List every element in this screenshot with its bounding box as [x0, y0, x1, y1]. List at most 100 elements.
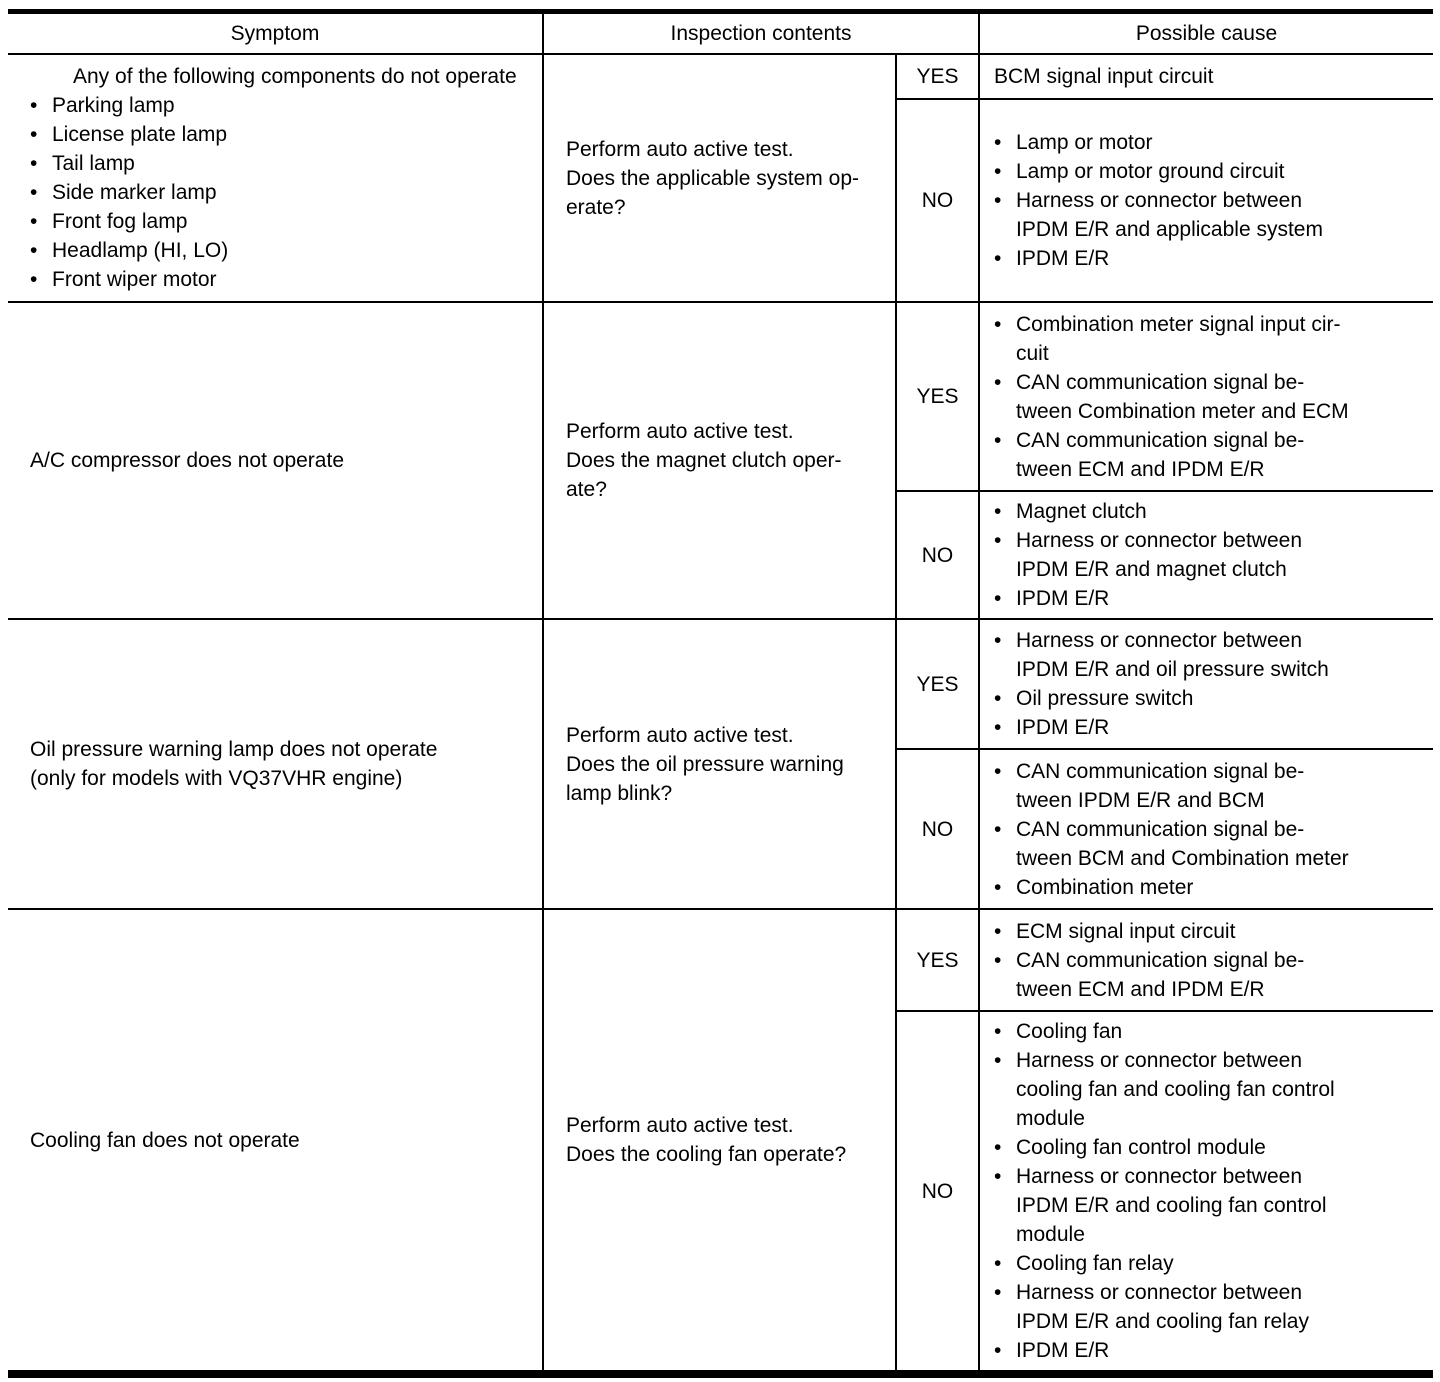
list-item: • Lamp or motor ground circuit	[994, 157, 1425, 186]
branch-label-yes: YES	[916, 385, 959, 408]
possible-cause-cell: • ECM signal input circuit • CAN communicat…	[978, 910, 1433, 1010]
table-row: Oil pressure warning lamp does not opera…	[8, 620, 1433, 910]
inspection-cell: Perform auto active test. Does the oil p…	[542, 620, 895, 908]
list-item: • Cooling fan control module	[994, 1133, 1425, 1162]
inspection-cell: Perform auto active test. Does the magne…	[542, 303, 895, 618]
list-item: • Front fog lamp	[30, 207, 538, 236]
branch-label-no: NO	[921, 1179, 954, 1203]
yes-branch: YES BCM signal input circuit	[897, 55, 1433, 98]
list-item: • Cooling fan	[994, 1017, 1425, 1046]
list-item: • IPDM E/R	[994, 584, 1425, 613]
list-item-text: Front wiper motor	[52, 268, 217, 291]
list-item-text: IPDM E/R	[1016, 247, 1110, 270]
list-item-text: Harness or connector between IPDM E/R an…	[1016, 1281, 1309, 1333]
cause-list: • Harness or connector between IPDM E/R a…	[994, 626, 1425, 742]
list-item: • Harness or connector between IPDM E/R a…	[994, 526, 1425, 584]
cause-list: • ECM signal input circuit • CAN communicat…	[994, 917, 1425, 1004]
inspection-text: Perform auto active test. Does the cooli…	[566, 1114, 847, 1166]
bullet-icon: •	[30, 181, 38, 204]
list-item: • IPDM E/R	[994, 244, 1425, 273]
branch-group: YES • ECM signal input circuit • CAN commun…	[895, 910, 1433, 1370]
branch-group: YES • Combination meter signal input cir-…	[895, 303, 1433, 618]
possible-cause-cell: BCM signal input circuit	[978, 55, 1433, 98]
cause-list: • Lamp or motor • Lamp or motor ground circ…	[994, 128, 1425, 273]
list-item-text: CAN communication signal be- tween Combi…	[1016, 370, 1349, 423]
bullet-icon: •	[994, 1339, 1002, 1362]
list-item: • CAN communication signal be- tween BCM …	[994, 815, 1425, 873]
list-item-text: ECM signal input circuit	[1016, 919, 1236, 943]
list-item: • CAN communication signal be- tween ECM …	[994, 946, 1425, 1004]
bullet-icon: •	[994, 919, 1002, 943]
bullet-icon: •	[994, 247, 1002, 270]
symptom-cell: Cooling fan does not operate	[8, 910, 542, 1370]
diagnostic-table: Symptom Inspection contents Possible cau…	[8, 9, 1433, 1378]
list-item: BCM signal input circuit	[994, 62, 1425, 91]
branch-label-yes: YES	[916, 672, 959, 696]
branch-label-no: NO	[921, 817, 954, 841]
symptom-cell: Oil pressure warning lamp does not opera…	[8, 620, 542, 908]
bullet-icon: •	[994, 131, 1002, 154]
bullet-icon: •	[994, 817, 1002, 841]
list-item-text: IPDM E/R	[1016, 716, 1110, 739]
bullet-icon: •	[994, 687, 1002, 710]
table-row: Cooling fan does not operate Perform aut…	[8, 910, 1433, 1370]
possible-cause-cell: • Lamp or motor • Lamp or motor ground circ…	[978, 100, 1433, 301]
list-item-text: Headlamp (HI, LO)	[52, 239, 229, 262]
list-item: • Tail lamp	[30, 149, 538, 178]
symptom-bullet-list: • Parking lamp • License plate lamp • Tail la…	[30, 91, 538, 294]
cause-list: • CAN communication signal be- tween IPDM…	[994, 757, 1425, 902]
yes-branch: YES • Combination meter signal input cir-…	[897, 303, 1433, 490]
inspection-text: Perform auto active test. Does the appli…	[566, 137, 859, 219]
list-item: • Combination meter signal input cir- cui…	[994, 310, 1425, 368]
bullet-icon: •	[994, 716, 1002, 739]
list-item: • Magnet clutch	[994, 497, 1425, 526]
list-item-text: Harness or connector between IPDM E/R an…	[1016, 529, 1302, 581]
bullet-icon: •	[994, 1252, 1002, 1275]
bullet-icon: •	[30, 123, 38, 146]
cause-list: • Magnet clutch • Harness or connector betw…	[994, 497, 1425, 613]
bullet-icon: •	[30, 94, 38, 117]
list-item: • Harness or connector between cooling fa…	[994, 1046, 1425, 1133]
list-item-text: Parking lamp	[52, 94, 175, 117]
cause-list: • Combination meter signal input cir- cui…	[994, 310, 1425, 484]
bullet-icon: •	[994, 1049, 1002, 1072]
list-item-text: IPDM E/R	[1016, 1339, 1110, 1362]
list-item-text: CAN communication signal be- tween BCM a…	[1016, 817, 1349, 870]
bullet-icon: •	[994, 587, 1002, 610]
symptom-text: Any of the following components do not o…	[73, 65, 517, 88]
list-item-text: Harness or connector between IPDM E/R an…	[1016, 1165, 1327, 1246]
list-item-text: Harness or connector between cooling fan…	[1016, 1049, 1335, 1130]
inspection-text: Perform auto active test. Does the oil p…	[566, 723, 844, 805]
list-item: • Harness or connector between IPDM E/R a…	[994, 1278, 1425, 1336]
bullet-icon: •	[30, 268, 38, 291]
list-item: • Side marker lamp	[30, 178, 538, 207]
possible-cause-cell: • Harness or connector between IPDM E/R a…	[978, 620, 1433, 748]
no-branch: NO • CAN communication signal be- tween I…	[897, 748, 1433, 908]
symptom-cell: Any of the following components do not o…	[8, 55, 542, 301]
list-item: • Cooling fan relay	[994, 1249, 1425, 1278]
list-item-text: Cooling fan relay	[1016, 1252, 1174, 1275]
bullet-icon: •	[994, 189, 1002, 212]
bullet-icon: •	[994, 1281, 1002, 1304]
branch-label-no: NO	[921, 543, 954, 567]
list-item-text: CAN communication signal be- tween ECM a…	[1016, 948, 1305, 1001]
branch-label-no: NO	[921, 189, 954, 212]
list-item-text: Combination meter	[1016, 875, 1194, 899]
branch-group: YES BCM signal input circuit NO • Lamp or…	[895, 55, 1433, 301]
bullet-icon: •	[994, 1020, 1002, 1043]
list-item: • Front wiper motor	[30, 265, 538, 294]
bullet-icon: •	[994, 428, 1002, 452]
inspection-text: Perform auto active test. Does the magne…	[566, 420, 842, 501]
no-branch: NO • Lamp or motor • Lamp or motor ground c…	[897, 98, 1433, 301]
list-item: • Combination meter	[994, 873, 1425, 902]
list-item-text: Combination meter signal input cir- cuit	[1016, 312, 1341, 365]
inspection-cell: Perform auto active test. Does the cooli…	[542, 910, 895, 1370]
list-item-text: Harness or connector between IPDM E/R an…	[1016, 189, 1323, 241]
symptom-text: Cooling fan does not operate	[30, 1128, 300, 1152]
symptom-text: Oil pressure warning lamp does not opera…	[30, 738, 438, 790]
list-item-text: IPDM E/R	[1016, 587, 1110, 610]
list-item: • Harness or connector between IPDM E/R a…	[994, 1162, 1425, 1249]
list-item: • CAN communication signal be- tween ECM …	[994, 426, 1425, 484]
bullet-icon: •	[994, 875, 1002, 899]
list-item-text: Magnet clutch	[1016, 500, 1147, 523]
